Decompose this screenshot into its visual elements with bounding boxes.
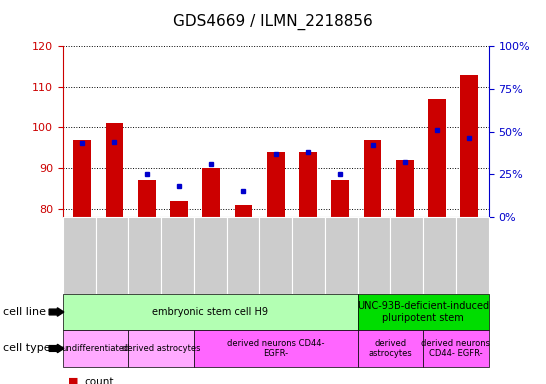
Text: derived neurons
CD44- EGFR-: derived neurons CD44- EGFR-	[422, 339, 490, 358]
Text: GSM997572: GSM997572	[402, 226, 412, 285]
Text: GSM997566: GSM997566	[271, 226, 281, 285]
Text: GSM997563: GSM997563	[173, 226, 182, 285]
Text: UNC-93B-deficient-induced
pluripotent stem: UNC-93B-deficient-induced pluripotent st…	[357, 301, 489, 323]
Text: GSM997556: GSM997556	[107, 226, 117, 285]
Text: GSM997565: GSM997565	[238, 226, 248, 285]
Text: GSM997568: GSM997568	[336, 226, 346, 285]
Text: GSM997567: GSM997567	[304, 226, 313, 285]
Bar	[299, 152, 317, 217]
Text: GSM997570: GSM997570	[467, 226, 477, 285]
Text: GSM997564: GSM997564	[205, 226, 215, 285]
Text: GDS4669 / ILMN_2218856: GDS4669 / ILMN_2218856	[173, 13, 373, 30]
Bar	[428, 99, 446, 217]
Bar	[105, 123, 123, 217]
Text: ■: ■	[68, 377, 79, 384]
Text: GSM997557: GSM997557	[140, 226, 150, 285]
Bar	[235, 205, 252, 217]
Bar	[203, 168, 220, 217]
Text: embryonic stem cell H9: embryonic stem cell H9	[152, 307, 268, 317]
Bar	[170, 201, 188, 217]
Bar	[364, 140, 382, 217]
Bar	[73, 140, 91, 217]
Text: derived neurons CD44-
EGFR-: derived neurons CD44- EGFR-	[227, 339, 324, 358]
Text: derived astrocytes: derived astrocytes	[122, 344, 200, 353]
Text: cell type: cell type	[3, 343, 50, 354]
Text: count: count	[85, 377, 114, 384]
Bar	[331, 180, 349, 217]
Text: GSM997569: GSM997569	[435, 226, 444, 285]
Text: GSM997571: GSM997571	[369, 226, 379, 285]
Bar	[138, 180, 156, 217]
Text: derived
astrocytes: derived astrocytes	[369, 339, 412, 358]
Text: undifferentiated: undifferentiated	[61, 344, 130, 353]
Bar	[396, 160, 414, 217]
Bar	[460, 74, 478, 217]
Text: GSM997555: GSM997555	[74, 226, 84, 285]
Bar	[267, 152, 284, 217]
Text: cell line: cell line	[3, 307, 46, 317]
